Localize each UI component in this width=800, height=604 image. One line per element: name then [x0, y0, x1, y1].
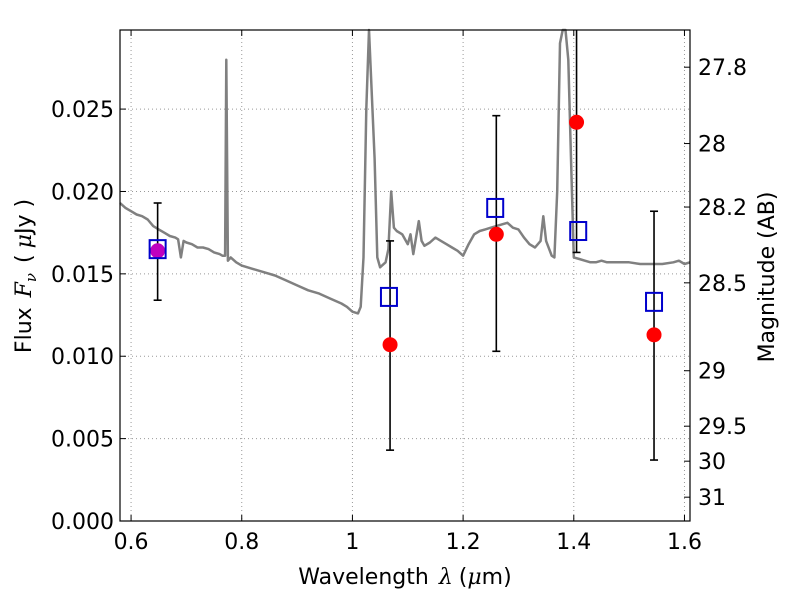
y-axis-label: FluxFν(μJy ): [12, 199, 40, 353]
x-axis: 0.6 0.8 1 1.2 1.4 1.6: [114, 30, 702, 555]
magnitude-axis: 27.8 28 28.2 28.5 29 29.5 30 31: [684, 56, 747, 511]
model-sed-series: [119, 28, 691, 315]
magnitude-tick-label: 29: [698, 360, 726, 385]
y-tick-label: 0.000: [51, 510, 114, 535]
magnitude-tick-label: 28.2: [698, 196, 747, 221]
magnitude-tick-label: 31: [698, 486, 726, 511]
magnitude-tick-label: 29.5: [698, 415, 747, 440]
magnitude-tick-label: 27.8: [698, 56, 747, 81]
magnitude-axis-label: Magnitude (AB): [755, 192, 780, 363]
x-axis-label: Wavelength λ (μm): [298, 565, 511, 590]
x-tick-label: 1.6: [667, 530, 702, 555]
synthetic-square: [569, 221, 588, 242]
x-tick-label: 0.6: [114, 530, 149, 555]
synthetic-series: [148, 197, 664, 312]
magnitude-tick-label: 28.5: [698, 272, 747, 297]
x-tick-label: 1.4: [556, 530, 591, 555]
grid-lines: [120, 30, 690, 522]
magnitude-tick-label: 30: [698, 450, 726, 475]
synthetic-square: [645, 291, 664, 312]
x-tick-label: 1: [345, 530, 359, 555]
observed-point: [382, 337, 398, 353]
observed-point: [488, 226, 504, 242]
observed-point: [646, 327, 662, 343]
y-tick-label: 0.010: [51, 345, 114, 370]
magnitude-tick-label: 28: [698, 133, 726, 158]
plot-frame: [119, 29, 691, 522]
observed-point: [569, 114, 585, 130]
y-tick-label: 0.025: [51, 98, 114, 123]
x-tick-label: 0.8: [224, 530, 259, 555]
model-sed-line: [119, 28, 691, 315]
observed-point: [150, 243, 166, 259]
synthetic-square: [379, 286, 398, 307]
synthetic-square: [148, 239, 167, 260]
y-tick-label: 0.020: [51, 180, 114, 205]
y-axis: 0.000 0.005 0.010 0.015 0.020 0.025: [51, 98, 126, 535]
y-tick-label: 0.015: [51, 263, 114, 288]
observed-series: [150, 30, 662, 461]
y-tick-label: 0.005: [51, 428, 114, 453]
synthetic-square: [486, 197, 505, 218]
x-tick-label: 1.2: [446, 530, 481, 555]
